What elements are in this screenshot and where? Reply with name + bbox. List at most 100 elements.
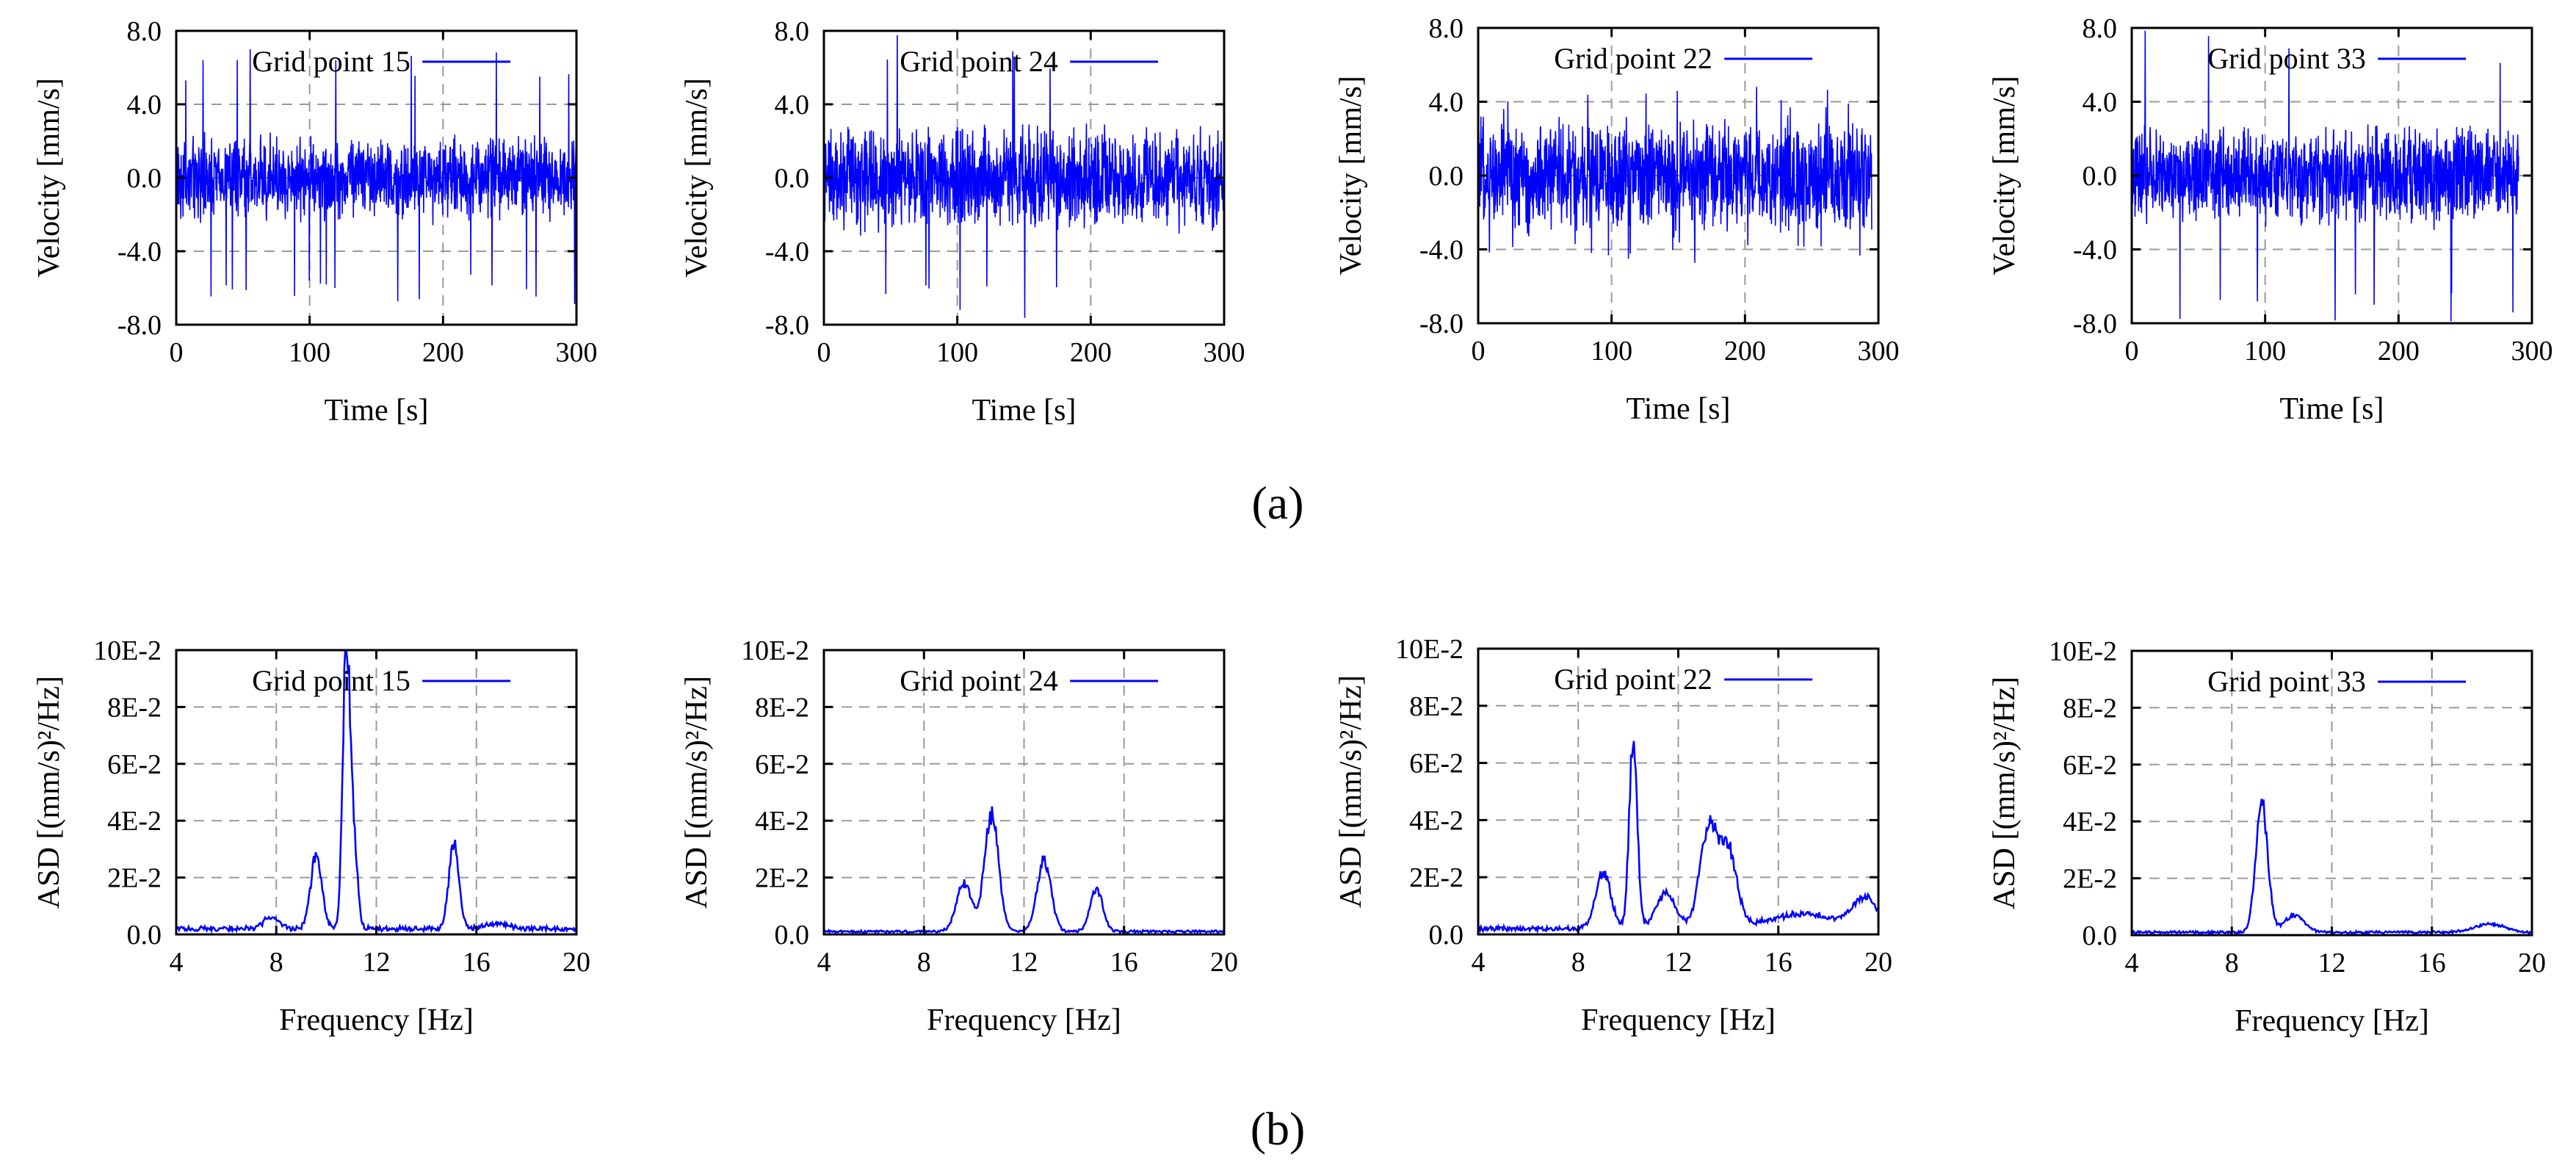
y-tick-label: 4E-2: [107, 806, 162, 837]
x-tick-label: 0: [817, 337, 831, 368]
y-axis-label: ASD [(mm/s)²/Hz]: [32, 676, 66, 909]
chart-panel-6: Grid point 24 4 8 12 16 20 0.0 2E-2 4E-2 6E-2 8E-2…: [680, 635, 1238, 1037]
y-axis-label: ASD [(mm/s)²/Hz]: [1334, 675, 1368, 908]
y-tick-label: 6E-2: [1409, 749, 1464, 779]
y-tick-label: 0.0: [1429, 920, 1464, 951]
y-axis-label: ASD [(mm/s)²/Hz]: [680, 676, 714, 909]
y-tick-label: 6E-2: [2063, 750, 2117, 781]
series-line: [2132, 30, 2519, 322]
legend-label: Grid point 22: [1554, 663, 1712, 696]
legend-label: Grid point 24: [900, 45, 1058, 78]
x-tick-label: 4: [2125, 948, 2139, 978]
series-line: [824, 35, 1224, 318]
x-tick-label: 12: [1665, 947, 1693, 978]
x-tick-label: 200: [1070, 337, 1112, 368]
y-tick-label: 8.0: [127, 16, 162, 47]
x-tick-label: 200: [2378, 336, 2420, 367]
x-tick-label: 12: [363, 947, 391, 978]
x-tick-label: 20: [1864, 947, 1892, 978]
y-tick-label: 0.0: [2083, 161, 2118, 192]
x-axis-label: Frequency [Hz]: [1581, 1003, 1776, 1037]
x-tick-label: 300: [2511, 336, 2553, 367]
y-axis-label: Velocity [mm/s]: [1334, 76, 1368, 275]
y-tick-label: 0.0: [775, 163, 810, 194]
y-tick-label: 0.0: [1429, 161, 1464, 192]
x-tick-label: 0: [1472, 336, 1486, 367]
series-line: [176, 49, 576, 304]
x-tick-label: 0: [2125, 336, 2139, 367]
legend-label: Grid point 33: [2207, 42, 2366, 75]
y-tick-label: -4.0: [2073, 235, 2117, 266]
y-tick-label: -8.0: [765, 310, 809, 341]
y-axis-label: Velocity [mm/s]: [32, 78, 66, 278]
x-tick-label: 16: [1110, 947, 1138, 978]
y-tick-label: 8E-2: [2063, 693, 2117, 724]
x-axis-label: Frequency [Hz]: [279, 1003, 474, 1037]
y-axis-label: Velocity [mm/s]: [1988, 76, 2022, 275]
legend-label: Grid point 22: [1554, 42, 1712, 75]
y-tick-label: 6E-2: [107, 749, 162, 780]
y-tick-label: 8.0: [775, 16, 810, 47]
legend-label: Grid point 33: [2207, 665, 2366, 698]
x-tick-label: 200: [422, 337, 464, 368]
x-axis-label: Time [s]: [972, 394, 1077, 428]
y-tick-label: 0.0: [127, 920, 162, 951]
x-tick-label: 20: [1210, 947, 1238, 978]
chart-panel-7: Grid point 22 4 8 12 16 20 0.0 2E-2 4E-2 6E-2 8E-2…: [1334, 634, 1892, 1037]
series-line: [1478, 87, 1873, 263]
chart-panel-4: Grid point 33 0 100 200 300 -8.0 -4.0 0.0 4.0 8.0…: [1988, 13, 2553, 426]
y-tick-label: 4.0: [775, 90, 810, 120]
x-axis-label: Frequency [Hz]: [2235, 1004, 2429, 1038]
y-tick-label: 2E-2: [107, 863, 162, 894]
x-tick-label: 4: [817, 947, 831, 978]
x-tick-label: 20: [2518, 948, 2546, 978]
x-tick-label: 100: [936, 337, 978, 368]
legend-label: Grid point 15: [252, 45, 410, 78]
x-tick-label: 20: [562, 947, 590, 978]
x-tick-label: 12: [1010, 947, 1038, 978]
y-tick-label: -8.0: [1419, 309, 1464, 339]
y-tick-label: 0.0: [127, 163, 162, 194]
y-tick-label: -4.0: [117, 237, 162, 267]
chart-panel-3: Grid point 22 0 100 200 300 -8.0 -4.0 0.0 4.0 8.0…: [1334, 13, 1900, 426]
y-tick-label: 4.0: [2083, 87, 2118, 118]
x-axis-label: Time [s]: [1627, 392, 1731, 426]
y-tick-label: 2E-2: [1409, 862, 1464, 893]
y-tick-label: 8.0: [1429, 13, 1464, 44]
y-tick-label: 4E-2: [1409, 805, 1464, 836]
y-tick-label: -4.0: [1419, 235, 1464, 266]
figure-label-b: (b): [1251, 1103, 1306, 1155]
x-tick-label: 16: [1765, 947, 1792, 978]
x-axis-label: Time [s]: [325, 394, 429, 428]
y-tick-label: 10E-2: [93, 635, 162, 666]
y-tick-label: 0.0: [2083, 920, 2118, 951]
y-axis-label: ASD [(mm/s)²/Hz]: [1988, 677, 2022, 909]
y-tick-label: 4E-2: [755, 806, 809, 837]
x-tick-label: 100: [289, 337, 330, 368]
series-line: [1478, 740, 1878, 934]
x-tick-label: 300: [1858, 336, 1900, 367]
x-axis-label: Frequency [Hz]: [927, 1003, 1121, 1037]
x-tick-label: 300: [556, 337, 598, 368]
legend-label: Grid point 24: [900, 664, 1058, 697]
chart-panel-5: Grid point 15 4 8 12 16 20 0.0 2E-2 4E-2 6E-2 8E-2…: [32, 635, 590, 1037]
x-tick-label: 8: [2225, 948, 2239, 978]
chart-panel-2: Grid point 24 0 100 200 300 -8.0 -4.0 0.0 4.0 8.0…: [680, 16, 1245, 428]
chart-panel-8: Grid point 33 4 8 12 16 20 0.0 2E-2 4E-2 6E-2 8E-2…: [1988, 636, 2546, 1038]
y-tick-label: 10E-2: [1395, 634, 1464, 665]
x-tick-label: 100: [1591, 336, 1632, 367]
y-tick-label: 8.0: [2083, 13, 2118, 44]
y-tick-label: 8E-2: [755, 692, 809, 723]
y-tick-label: -8.0: [2073, 309, 2117, 339]
y-axis-label: Velocity [mm/s]: [680, 78, 714, 278]
x-tick-label: 12: [2318, 948, 2346, 978]
y-tick-label: 2E-2: [2063, 864, 2117, 895]
x-tick-label: 8: [917, 947, 931, 978]
y-tick-label: 4.0: [127, 90, 162, 120]
y-tick-label: 6E-2: [755, 749, 809, 780]
y-tick-label: 0.0: [775, 920, 810, 951]
x-tick-label: 4: [170, 947, 184, 978]
x-axis-label: Time [s]: [2280, 392, 2384, 426]
x-tick-label: 100: [2244, 336, 2286, 367]
